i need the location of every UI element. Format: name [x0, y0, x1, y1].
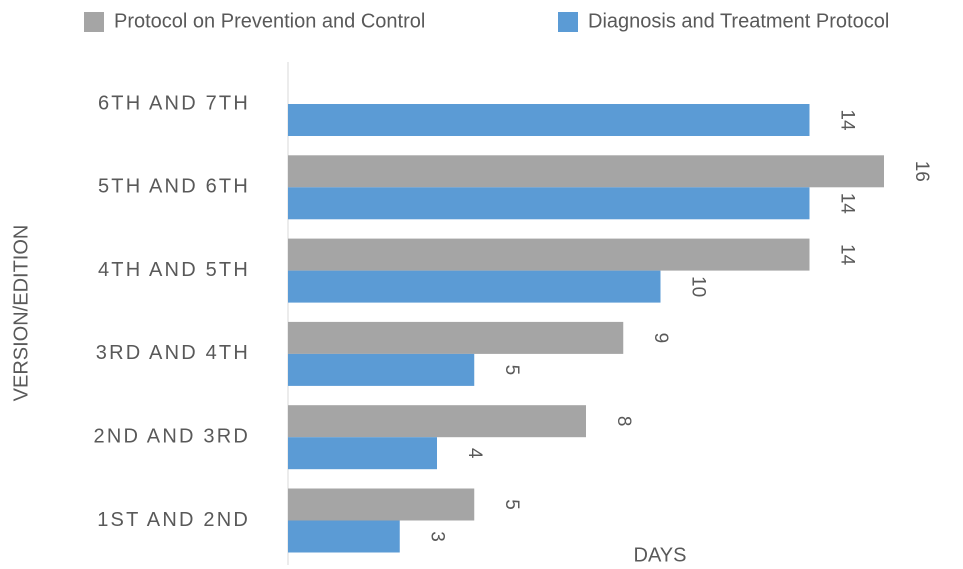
data-label: 5	[501, 499, 522, 510]
data-label: 5	[501, 365, 522, 376]
legend-label: Diagnosis and Treatment Protocol	[588, 10, 889, 32]
data-label: 14	[836, 244, 857, 266]
bar	[288, 437, 437, 470]
data-label: 8	[613, 416, 634, 427]
bar	[288, 187, 810, 220]
data-label: 16	[911, 161, 932, 182]
bar	[288, 520, 400, 553]
bar	[288, 353, 475, 386]
y-tick-label: 5TH AND 6TH	[98, 176, 250, 198]
legend-label: Protocol on Prevention and Control	[114, 10, 425, 32]
y-axis-title: VERSION/EDITION	[10, 225, 32, 402]
data-label: 14	[836, 109, 857, 131]
bar	[288, 155, 884, 188]
bar	[288, 238, 810, 271]
data-label: 10	[687, 276, 708, 297]
legend-swatch	[84, 12, 104, 32]
bar	[288, 405, 586, 438]
y-tick-label: 1ST AND 2ND	[97, 509, 250, 531]
x-axis-title: DAYS	[634, 544, 687, 566]
y-tick-label: 6TH AND 7TH	[98, 92, 250, 114]
bar	[288, 321, 624, 354]
bar	[288, 104, 810, 136]
data-label: 14	[836, 193, 857, 215]
y-tick-label: 3RD AND 4TH	[96, 342, 250, 364]
y-tick-label: 4TH AND 5TH	[98, 259, 250, 281]
bar	[288, 488, 475, 521]
data-label: 9	[650, 333, 671, 344]
bar	[288, 270, 661, 303]
data-label: 3	[427, 531, 448, 542]
y-tick-label: 2ND AND 3RD	[94, 425, 250, 447]
data-label: 4	[464, 448, 485, 459]
legend-swatch	[558, 12, 578, 32]
